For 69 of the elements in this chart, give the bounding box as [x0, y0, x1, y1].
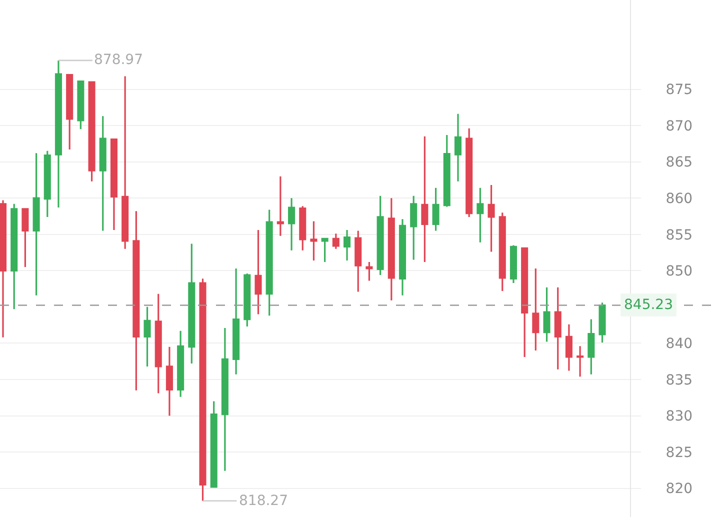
candlestick: [276, 176, 284, 237]
candlestick: [521, 247, 528, 358]
candlestick: [154, 293, 162, 394]
y-tick-label: 870: [666, 118, 693, 134]
annotation: 818.27: [239, 493, 288, 509]
y-tick-label: 855: [666, 227, 693, 244]
candlestick: [32, 152, 40, 296]
candlestick: [421, 136, 428, 263]
candlestick: [488, 184, 495, 253]
candlestick: [344, 229, 351, 262]
candlestick: [576, 345, 584, 378]
candlestick: [144, 306, 151, 368]
candlestick: [66, 73, 74, 150]
candlestick: [110, 138, 118, 231]
candlestick: [388, 197, 395, 302]
candlestick: [266, 208, 273, 316]
candlestick: [466, 128, 473, 218]
candlestick: [354, 230, 362, 292]
candlestick: [598, 302, 606, 344]
candlestick: [476, 187, 484, 244]
candlestick: [122, 75, 129, 250]
candlestick: [498, 212, 506, 292]
candlestick: [454, 113, 462, 182]
candlestick: [432, 187, 440, 232]
y-tick-label: 840: [666, 336, 693, 352]
candlestick: [188, 243, 196, 364]
candlestick: [366, 261, 373, 282]
candlestick: [588, 318, 595, 376]
candlestick: [543, 286, 550, 343]
candlestick: [510, 244, 517, 284]
candlestick: [199, 278, 206, 502]
y-tick-label: 820: [666, 481, 693, 498]
candlestick: [0, 199, 7, 338]
candlestick: [177, 330, 184, 398]
annotation: 878.97: [94, 52, 143, 68]
y-tick-label: 850: [666, 264, 693, 280]
candlestick: [99, 115, 106, 232]
candlestick: [132, 210, 140, 392]
candlestick: [398, 218, 406, 296]
candlestick: [232, 268, 240, 376]
y-tick-label: 835: [666, 372, 693, 388]
ref-line-label: 845.23: [624, 297, 673, 313]
candlestick: [299, 205, 306, 252]
candlestick: [288, 197, 296, 252]
candlestick: [88, 80, 96, 182]
candlestick: [376, 195, 384, 276]
candlestick: [310, 220, 318, 262]
y-tick-label: 860: [666, 190, 693, 207]
candlestick: [77, 80, 84, 130]
candlestick: [254, 229, 262, 315]
y-tick-label: 830: [666, 408, 693, 425]
candlestick: [321, 237, 328, 263]
candlestick: [532, 268, 540, 352]
candlestick: [54, 60, 62, 208]
candlestick: [166, 346, 173, 417]
candlestick: [554, 286, 562, 370]
candlestick: [565, 324, 572, 372]
candlestick: [410, 195, 418, 261]
y-tick-label: 825: [666, 444, 693, 461]
candlestick: [244, 272, 251, 328]
y-tick-label: 875: [666, 82, 693, 98]
candlestick: [221, 327, 228, 472]
candlestick: [332, 232, 340, 250]
candlestick: [10, 203, 18, 310]
y-tick-label: 865: [666, 154, 693, 171]
candlestick: [44, 150, 51, 218]
candlestick: [22, 207, 29, 268]
candlestick: [210, 400, 218, 488]
candlestick: [443, 134, 450, 208]
